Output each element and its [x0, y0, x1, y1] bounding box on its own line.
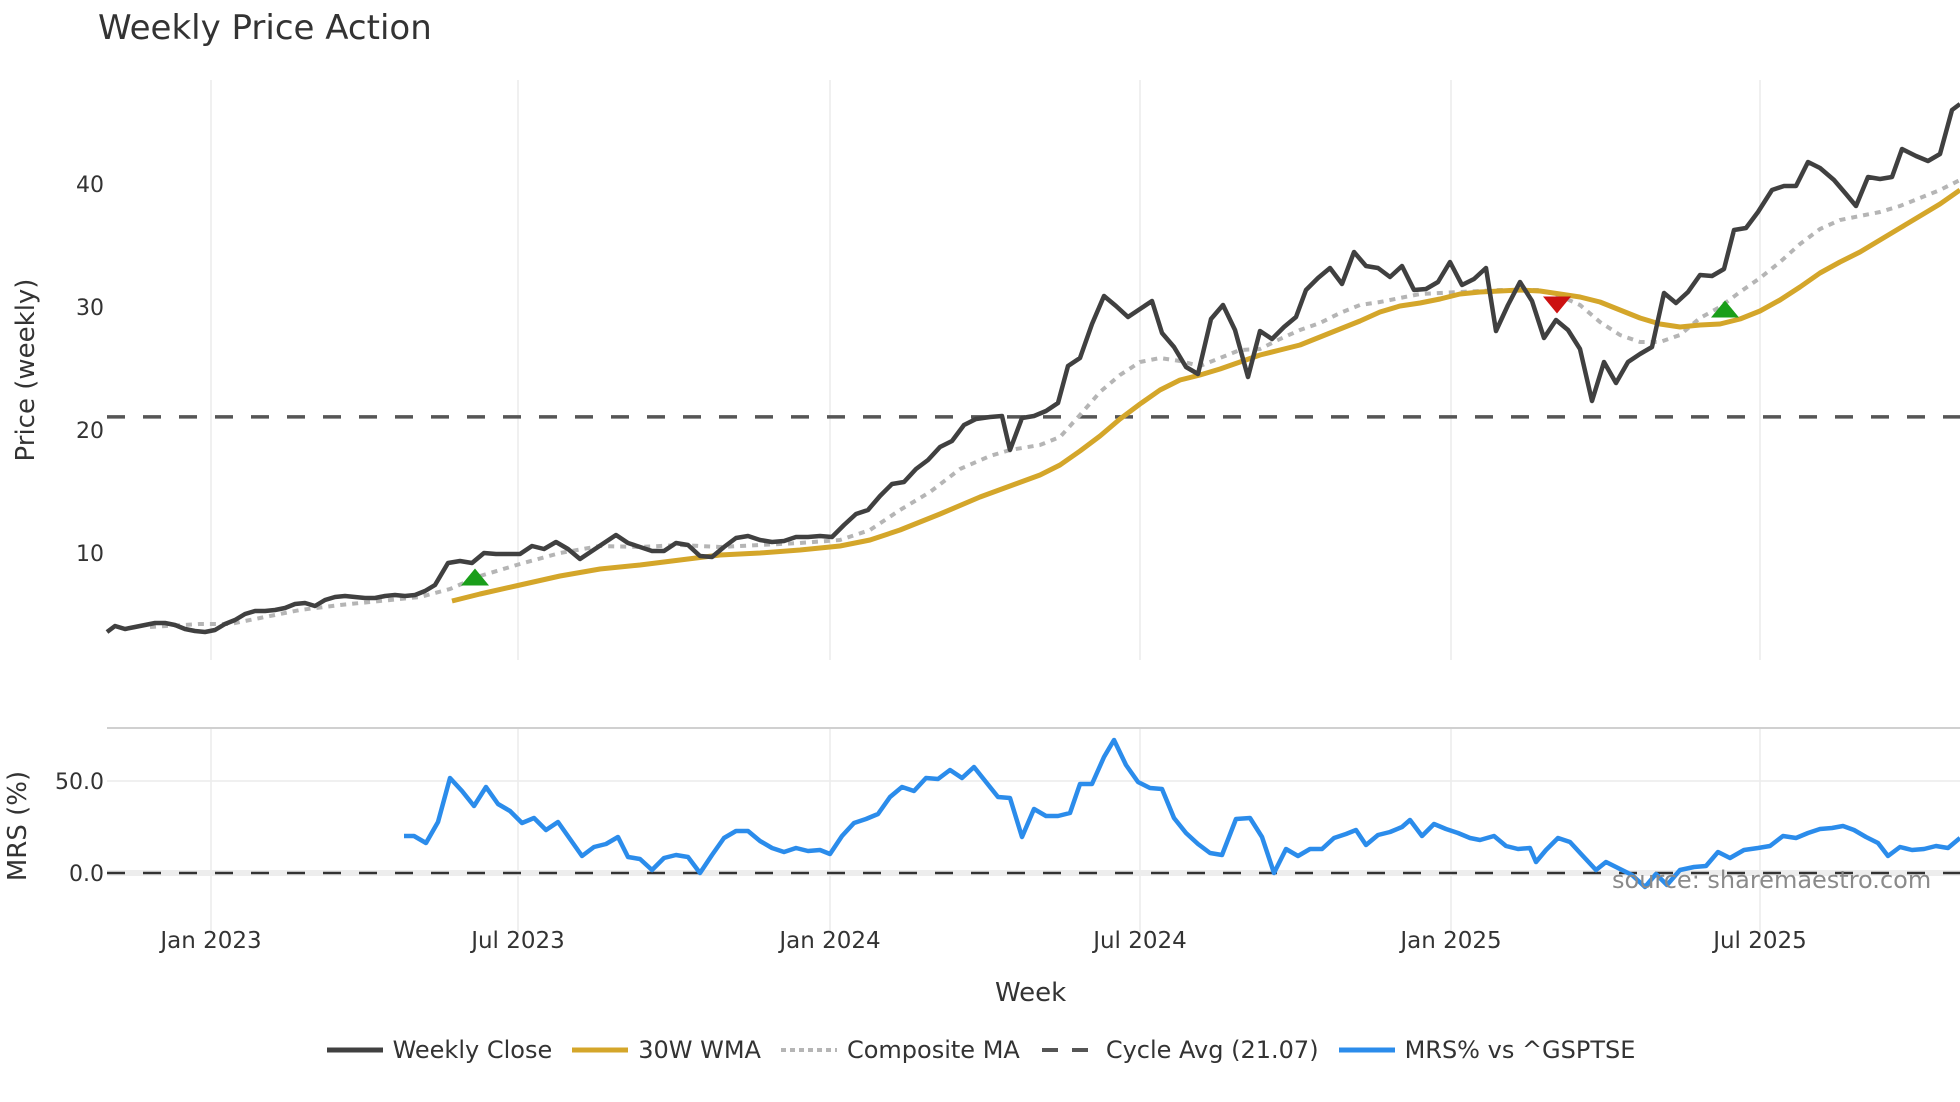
- x-axis-title: Week: [995, 978, 1067, 1008]
- mrs-tick-label: 0.0: [69, 862, 104, 887]
- line-swatch-icon: [1338, 1047, 1395, 1053]
- legend-label: Composite MA: [846, 1036, 1020, 1064]
- line-swatch-icon: [572, 1047, 629, 1053]
- y-tick-label: 20: [76, 419, 104, 444]
- x-tick-label: Jan 2025: [1398, 928, 1501, 954]
- mrs-line: [404, 737, 1960, 890]
- legend-label: Weekly Close: [392, 1036, 553, 1064]
- legend-item-composite-ma[interactable]: Composite MA: [779, 1036, 1020, 1064]
- sell-signal-icon: [1543, 296, 1571, 314]
- legend-item-cycle-avg[interactable]: Cycle Avg (21.07): [1038, 1036, 1319, 1064]
- x-tick-label: Jan 2023: [158, 928, 261, 954]
- legend-item-30w-wma[interactable]: 30W WMA: [570, 1036, 761, 1064]
- legend-item-mrs[interactable]: MRS% vs ^GSPTSE: [1337, 1036, 1636, 1064]
- mrs-tick-label: 50.0: [55, 770, 104, 795]
- legend-label: 30W WMA: [638, 1036, 761, 1064]
- source-note: source: sharemaestro.com: [1612, 866, 1932, 894]
- mrs-axis-title: MRS (%): [3, 771, 33, 881]
- line-swatch-icon: [326, 1047, 383, 1053]
- legend-item-weekly-close[interactable]: Weekly Close: [325, 1036, 553, 1064]
- y-tick-label: 30: [76, 296, 104, 321]
- weekly-close-line: [105, 102, 1960, 635]
- dashed-swatch-icon: [1041, 1048, 1094, 1052]
- x-tick-label: Jan 2024: [777, 928, 880, 954]
- y-tick-label: 40: [76, 173, 104, 198]
- chart-title: Weekly Price Action: [98, 8, 432, 48]
- legend: Weekly Close 30W WMA Composite MA Cycle …: [0, 1036, 1960, 1064]
- y-tick-label: 10: [76, 542, 104, 567]
- legend-label: Cycle Avg (21.07): [1105, 1036, 1319, 1064]
- legend-label: MRS% vs ^GSPTSE: [1404, 1036, 1636, 1064]
- buy-signal-icon: [461, 568, 489, 586]
- x-tick-label: Jul 2024: [1091, 928, 1187, 954]
- buy-signal-icon: [1711, 300, 1739, 318]
- price-axis-title: Price (weekly): [11, 279, 41, 462]
- x-tick-label: Jul 2023: [469, 928, 565, 954]
- x-tick-label: Jul 2025: [1711, 928, 1807, 954]
- dotted-swatch-icon: [780, 1048, 837, 1052]
- wma-line: [451, 187, 1960, 604]
